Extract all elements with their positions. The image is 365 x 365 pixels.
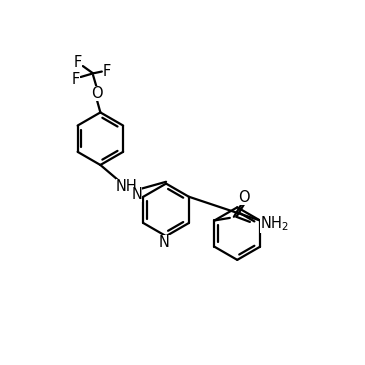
Text: O: O bbox=[239, 190, 250, 205]
Text: F: F bbox=[103, 64, 111, 79]
Text: F: F bbox=[72, 72, 80, 88]
Text: O: O bbox=[91, 86, 103, 101]
Text: N: N bbox=[131, 187, 142, 203]
Text: N: N bbox=[159, 235, 170, 250]
Text: NH: NH bbox=[116, 178, 138, 194]
Text: NH$_2$: NH$_2$ bbox=[260, 215, 289, 234]
Text: F: F bbox=[74, 55, 82, 70]
